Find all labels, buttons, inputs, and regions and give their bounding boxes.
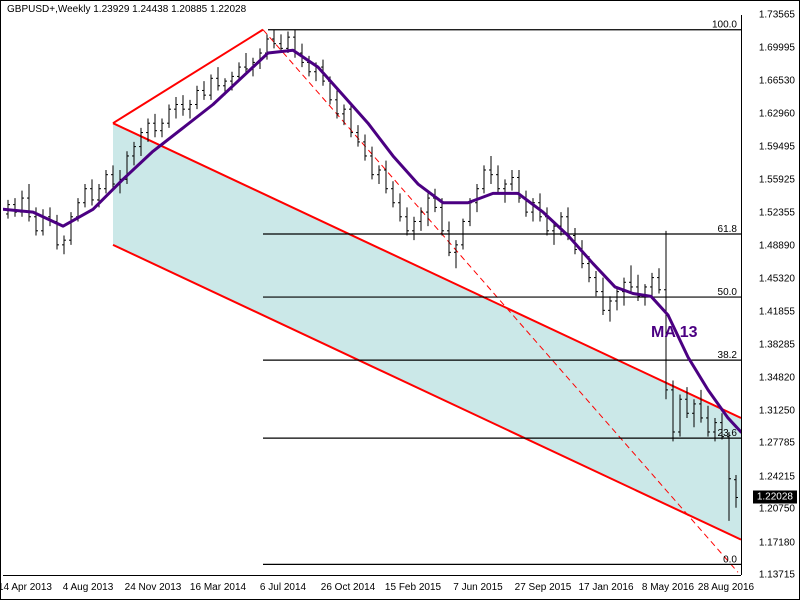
- x-tick: 8 May 2016: [642, 582, 694, 593]
- svg-text:0.0: 0.0: [723, 554, 737, 565]
- svg-text:23.6: 23.6: [718, 428, 738, 439]
- x-tick: 15 Feb 2015: [385, 582, 441, 593]
- svg-text:50.0: 50.0: [718, 287, 738, 298]
- y-tick: 1.31250: [759, 405, 795, 416]
- chart-title: GBPUSD+,Weekly 1.23929 1.24438 1.20885 1…: [5, 3, 248, 16]
- y-tick: 1.66530: [759, 75, 795, 86]
- x-tick: 7 Jun 2015: [453, 582, 503, 593]
- plot-area[interactable]: 100.0 61.8 50.0 38.2 23.6 0.0 MA 13: [3, 15, 741, 575]
- chart-svg: 100.0 61.8 50.0 38.2 23.6 0.0: [3, 15, 741, 575]
- y-tick: 1.38285: [759, 340, 795, 351]
- y-tick: 1.17180: [759, 537, 795, 548]
- svg-text:38.2: 38.2: [718, 350, 738, 361]
- x-tick: 4 Aug 2013: [63, 582, 114, 593]
- y-tick: 1.34820: [759, 372, 795, 383]
- current-price-marker: 1.22028: [753, 491, 797, 504]
- y-tick: 1.73565: [759, 10, 795, 21]
- y-tick: 1.41855: [759, 306, 795, 317]
- y-tick: 1.45320: [759, 274, 795, 285]
- x-tick: 24 Nov 2013: [125, 582, 182, 593]
- y-tick: 1.52355: [759, 208, 795, 219]
- y-tick: 1.24215: [759, 471, 795, 482]
- chart-container[interactable]: GBPUSD+,Weekly 1.23929 1.24438 1.20885 1…: [0, 0, 800, 600]
- x-tick: 26 Oct 2014: [321, 582, 375, 593]
- x-tick: 16 Mar 2014: [190, 582, 246, 593]
- y-tick: 1.13715: [759, 570, 795, 581]
- y-tick: 1.20750: [759, 504, 795, 515]
- svg-text:61.8: 61.8: [718, 224, 738, 235]
- x-tick: 27 Sep 2015: [515, 582, 572, 593]
- y-tick: 1.27785: [759, 438, 795, 449]
- y-tick: 1.55925: [759, 175, 795, 186]
- y-tick: 1.48890: [759, 240, 795, 251]
- x-axis: 14 Apr 2013 4 Aug 2013 24 Nov 2013 16 Mar 2…: [3, 575, 741, 597]
- x-tick: 6 Jul 2014: [260, 582, 306, 593]
- x-tick: 28 Aug 2016: [698, 582, 754, 593]
- x-tick: 17 Jan 2016: [578, 582, 633, 593]
- y-axis: 1.735651.699951.665301.629601.594951.559…: [741, 15, 797, 575]
- svg-text:100.0: 100.0: [712, 20, 737, 31]
- ma-label: MA 13: [651, 324, 698, 342]
- x-tick: 14 Apr 2013: [0, 582, 52, 593]
- y-tick: 1.59495: [759, 141, 795, 152]
- y-tick: 1.62960: [759, 109, 795, 120]
- y-tick: 1.69995: [759, 43, 795, 54]
